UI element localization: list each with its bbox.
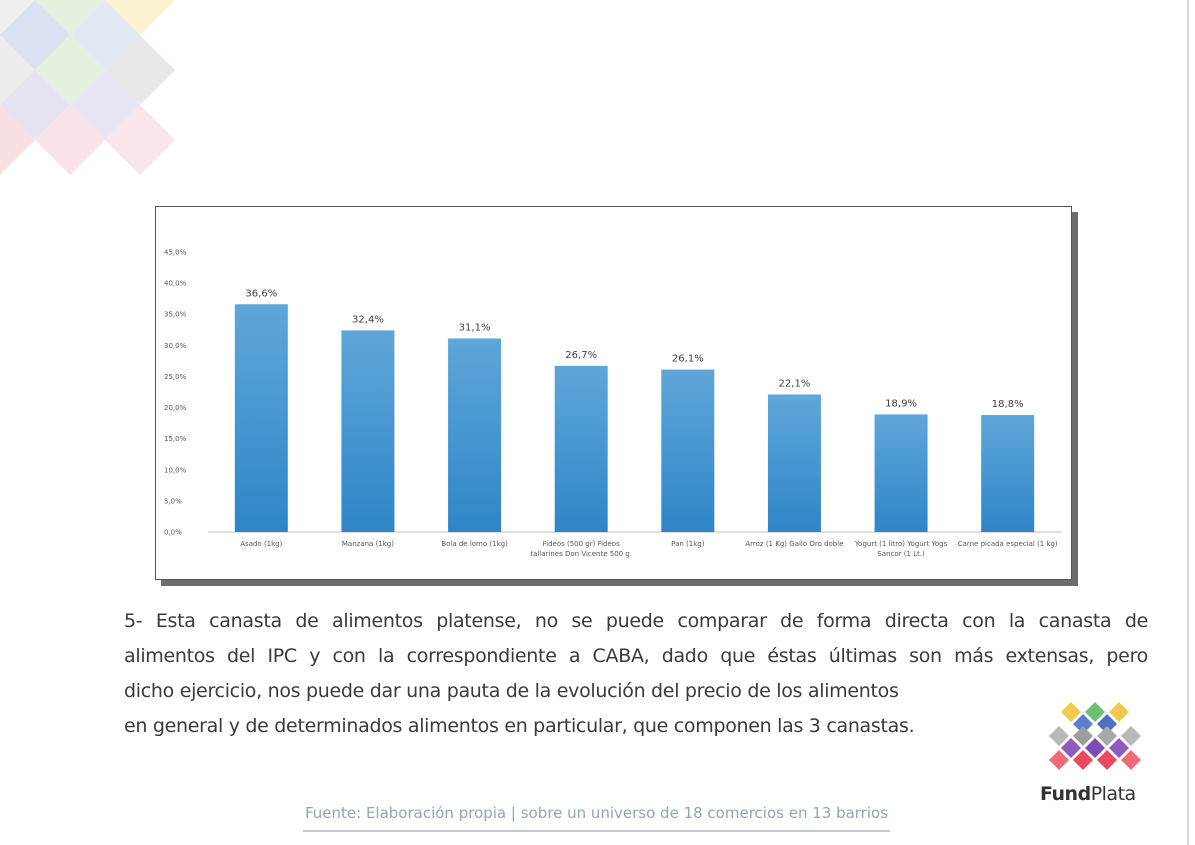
y-tick-label: 45,0% <box>164 249 187 257</box>
data-label: 32,4% <box>352 314 384 325</box>
x-tick-label: Yogurt (1 litro) Yogurt Yogs <box>854 540 948 548</box>
decorative-diamonds <box>0 0 175 175</box>
x-tick-label: Pan (1kg) <box>671 540 705 548</box>
bar <box>767 394 821 532</box>
data-label: 18,8% <box>992 399 1024 410</box>
y-tick-label: 10,0% <box>164 466 187 474</box>
bar <box>981 415 1035 532</box>
page-edge-rule <box>1187 0 1189 845</box>
data-label: 22,1% <box>779 378 811 389</box>
bar-chart: 0,0% 5,0% 10,0% 15,0% 20,0% 25,0% 30,0% 35,0% 40… <box>155 206 1072 580</box>
data-label: 26,1% <box>672 354 704 365</box>
bar <box>554 365 608 532</box>
data-label: 18,9% <box>885 398 917 409</box>
paragraph-line-2: alimentos del IPC y con la correspondien… <box>124 645 1148 667</box>
x-tick-label: Arroz (1 Kg) Gallo Oro doble <box>745 540 843 548</box>
fundplata-logo-icon <box>1049 702 1141 770</box>
logo-word-fund: Fund <box>1040 783 1091 805</box>
paragraph-line-4: en general y de determinados alimentos e… <box>124 715 915 737</box>
source-underline <box>303 830 890 832</box>
x-tick-label: Bola de lomo (1kg) <box>441 540 508 548</box>
y-tick-label: 35,0% <box>164 311 187 319</box>
data-label: 31,1% <box>459 322 491 333</box>
x-tick-label: tallarines Don Vicente 500 g. <box>530 550 632 558</box>
y-tick-label: 25,0% <box>164 373 187 381</box>
y-tick-label: 15,0% <box>164 435 187 443</box>
data-label: 26,7% <box>565 350 597 361</box>
bar <box>341 330 395 532</box>
paragraph-line-3: dicho ejercicio, nos puede dar una pauta… <box>124 680 899 702</box>
paragraph-line-1: 5- Esta canasta de alimentos platense, n… <box>124 610 1148 632</box>
data-label: 36,6% <box>245 288 277 299</box>
source-note: Fuente: Elaboración propia | sobre un un… <box>304 804 889 822</box>
logo-word-plata: Plata <box>1090 783 1136 805</box>
y-tick-label: 20,0% <box>164 404 187 412</box>
bar <box>661 369 715 532</box>
x-tick-label: Carne picada especial (1 kg) <box>958 540 1058 548</box>
x-tick-label: Fideos (500 gr) Fideos <box>543 540 620 548</box>
body-paragraph: 5- Esta canasta de alimentos platense, n… <box>124 604 1148 744</box>
bar <box>874 414 928 532</box>
x-tick-label: Sancor (1 Lt.) <box>877 550 925 558</box>
x-tick-label: Manzana (1kg) <box>342 540 394 548</box>
fundplata-logo-text: FundPlata <box>1040 783 1136 805</box>
bar <box>234 304 288 532</box>
bar <box>448 338 502 532</box>
y-tick-label: 5,0% <box>164 497 182 505</box>
y-tick-label: 40,0% <box>164 280 187 288</box>
x-tick-label: Asado (1kg) <box>240 540 282 548</box>
y-tick-label: 30,0% <box>164 342 187 350</box>
y-tick-label: 0,0% <box>164 529 182 537</box>
chart-canvas: 0,0% 5,0% 10,0% 15,0% 20,0% 25,0% 30,0% 35,0% 40… <box>164 249 1061 558</box>
